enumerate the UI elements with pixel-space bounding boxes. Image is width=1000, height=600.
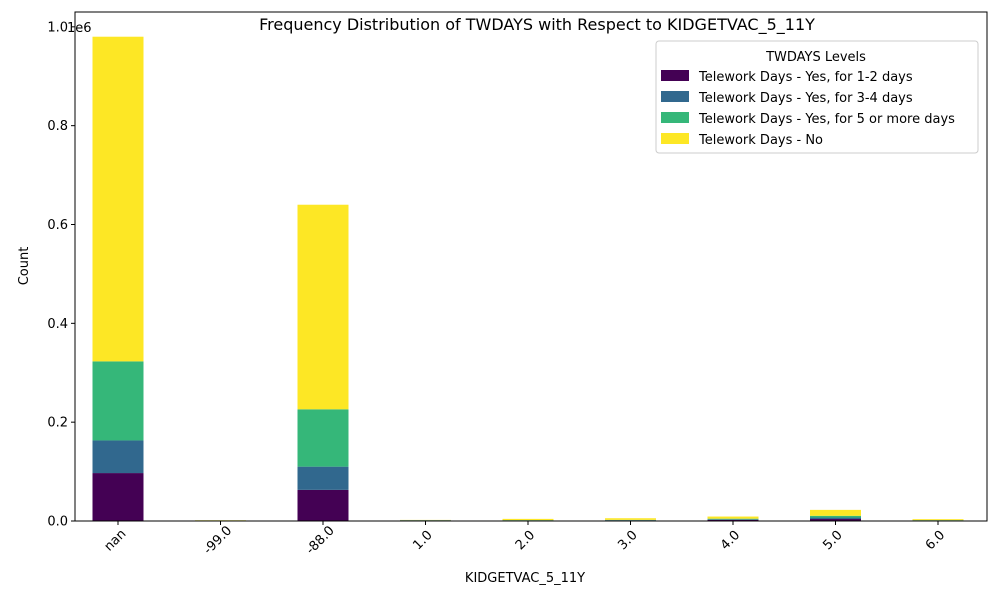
- bar-segment-5.0-series-1: [810, 519, 861, 521]
- x-tick-label: -88.0: [303, 523, 337, 557]
- legend-label: Telework Days - Yes, for 3-4 days: [698, 91, 913, 106]
- x-tick-label: -99.0: [201, 523, 235, 557]
- legend-swatch: [661, 70, 689, 81]
- bar-segment-4.0-series-3: [707, 518, 759, 520]
- bar-segment-nan-series-3: [92, 361, 144, 441]
- x-tick-label: 5.0: [820, 528, 845, 553]
- legend-swatch: [661, 112, 689, 123]
- bar-segment-3.0-series-4: [605, 518, 656, 520]
- x-tick-label: 3.0: [615, 528, 640, 553]
- y-tick-label: 0.6: [47, 218, 68, 233]
- bar-segment-5.0-series-2: [810, 517, 861, 520]
- y-tick-label: 0.0: [47, 515, 68, 530]
- x-tick-label: 4.0: [718, 528, 743, 553]
- bar-segment--88.0-series-1: [297, 489, 349, 521]
- bar-segment-nan-series-2: [92, 440, 144, 474]
- legend-label: Telework Days - Yes, for 5 or more days: [698, 112, 955, 127]
- legend-swatch: [661, 91, 689, 102]
- bar-segment--88.0-series-2: [297, 466, 349, 490]
- bar-segment-2.0-series-4: [502, 518, 554, 521]
- x-tick-label: 2.0: [513, 528, 538, 553]
- y-tick-label: 0.2: [47, 416, 68, 431]
- y-tick-label: 1.0: [47, 20, 68, 35]
- bar-segment-5.0-series-4: [810, 509, 861, 516]
- bar-segment-4.0-series-1: [707, 519, 759, 521]
- legend-items: Telework Days - Yes, for 1-2 days Telewor…: [661, 70, 955, 148]
- legend-box: [655, 40, 979, 154]
- x-axis: nan -99.0 -88.0 1.0 2.0 3.0 4.0 5.0 6.0: [102, 521, 948, 558]
- bar-segment-6.0-series-4: [912, 519, 964, 521]
- y-tick-label: 0.4: [47, 317, 68, 332]
- legend-label: Telework Days - No: [698, 133, 823, 148]
- y-axis: 0.0 0.2 0.4 0.6 0.8 1.0: [47, 20, 75, 530]
- x-axis-label: KIDGETVAC_5_11Y: [465, 571, 585, 586]
- y-axis-label: Count: [17, 247, 32, 286]
- x-tick-label: 6.0: [923, 528, 948, 553]
- bar-segment--88.0-series-3: [297, 409, 349, 467]
- bar-segment-5.0-series-3: [810, 515, 861, 518]
- x-tick-label: 1.0: [410, 528, 435, 553]
- y-tick-label: 0.8: [47, 119, 68, 134]
- bar-segment-4.0-series-4: [707, 516, 759, 519]
- y-offset-label: 1e6: [67, 21, 92, 36]
- legend-swatch: [661, 133, 689, 144]
- bar-segment-nan-series-4: [92, 36, 144, 362]
- bar-segment--88.0-series-4: [297, 204, 349, 410]
- legend: TWDAYS Levels Telework Days - Yes, for 1…: [655, 40, 979, 154]
- x-tick-label: nan: [102, 527, 130, 555]
- bars-layer: [92, 36, 964, 521]
- legend-label: Telework Days - Yes, for 1-2 days: [698, 70, 913, 85]
- legend-title: TWDAYS Levels: [765, 50, 866, 65]
- bar-segment-nan-series-1: [92, 473, 144, 521]
- chart-title: Frequency Distribution of TWDAYS with Re…: [259, 15, 815, 35]
- plot-frame: [74, 11, 988, 522]
